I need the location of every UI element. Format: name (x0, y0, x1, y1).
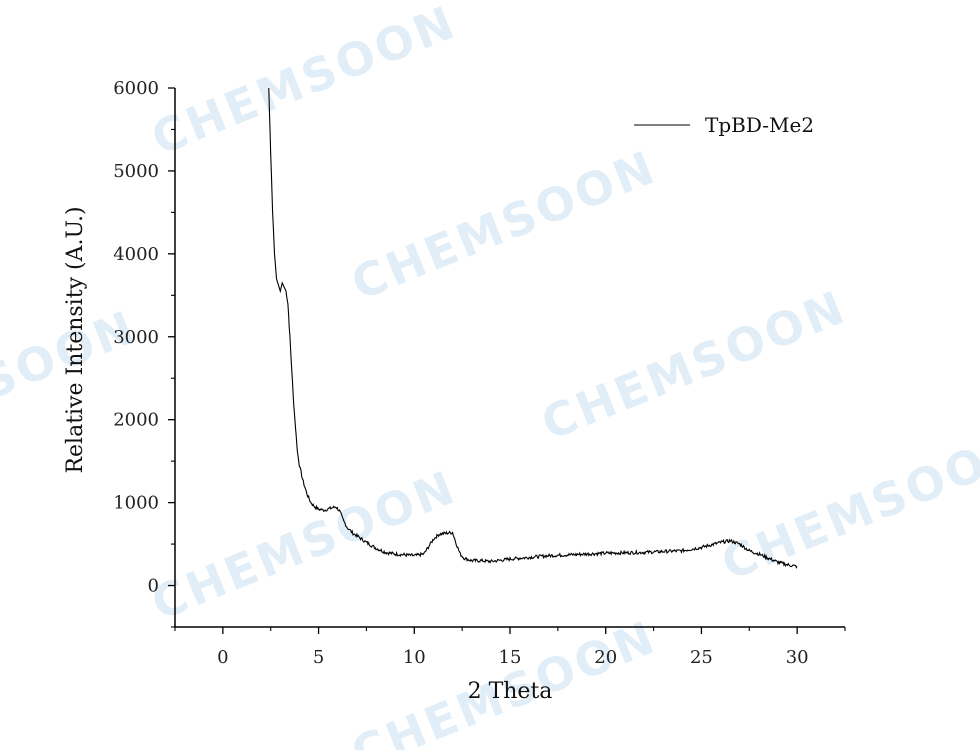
ticks: 0 1000 2000 3000 4000 5000 6000 0 5 10 15 20 25 30 (113, 78, 846, 668)
x-axis-title: 2 Theta (468, 679, 553, 704)
watermark-text: CHEMSOON (144, 0, 464, 166)
y-tick-label: 2000 (113, 410, 159, 431)
x-tick-label: 0 (217, 647, 228, 668)
y-tick-label: 1000 (113, 493, 159, 514)
x-tick-label: 25 (690, 647, 713, 668)
watermark-text: CHEMSOON (344, 140, 664, 311)
y-axis-title: Relative Intensity (A.U.) (63, 206, 88, 473)
watermark-text: CHEMSOON (534, 280, 854, 451)
y-tick-label: 4000 (113, 244, 159, 265)
y-tick-label: 0 (148, 576, 159, 597)
watermark-text: CHEMSOON (714, 420, 980, 591)
y-tick-label: 6000 (113, 78, 159, 99)
y-tick-label: 3000 (113, 327, 159, 348)
x-tick-label: 15 (499, 647, 522, 668)
y-tick-label: 5000 (113, 161, 159, 182)
x-tick-label: 10 (403, 647, 426, 668)
x-tick-label: 20 (594, 647, 617, 668)
legend: TpBD-Me2 (634, 113, 814, 137)
series-line-tpbd-me2 (268, 87, 798, 569)
legend-label: TpBD-Me2 (705, 113, 814, 137)
x-tick-label: 5 (313, 647, 324, 668)
x-tick-label: 30 (786, 647, 809, 668)
